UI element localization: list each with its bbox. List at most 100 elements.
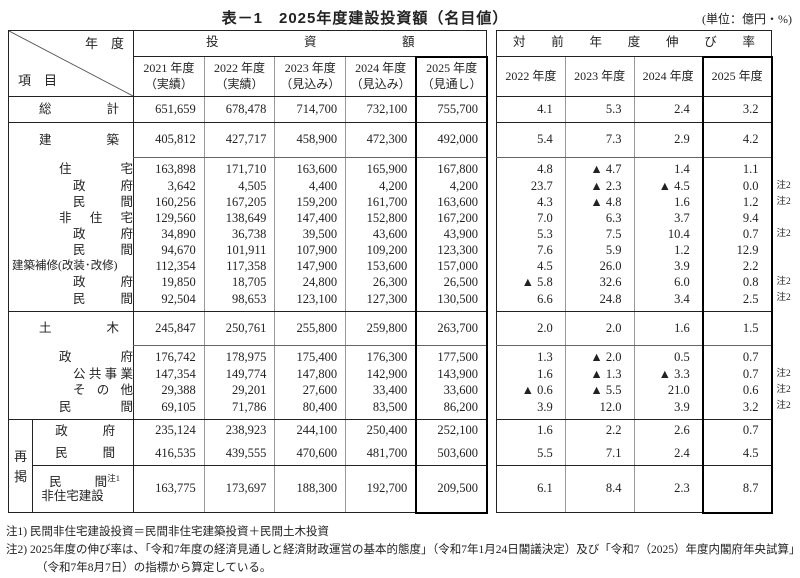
investment-cell: 173,697: [203, 465, 275, 513]
growth-cell: ▲ 0.6: [495, 382, 566, 399]
growth-cell: 1.6: [495, 419, 566, 443]
investment-table: 年 度 項 目 投資額 2021 年度 （実績） 2022 年度 （実績）: [7, 30, 488, 514]
note-marker: 注2: [776, 277, 791, 288]
note-marker: [772, 312, 800, 346]
growth-cell: ▲ 4.8: [564, 194, 634, 211]
growth-table: 対前年度伸び率 2022 年度 2023 年度 2024 年度 2025 年度 …: [495, 30, 800, 514]
growth-cell: 4.2: [701, 122, 773, 158]
growth-cell: 1.2: [701, 194, 773, 211]
row-label-text: 民間: [59, 399, 133, 414]
growth-cell: 5.3: [495, 226, 566, 243]
table-row: 4.3 ▲ 4.8 1.6 1.2 注2: [495, 194, 799, 211]
table-row: 建築 405,812 427,717 458,900 472,300 492,000: [8, 122, 488, 158]
investment-cell: 127,300: [345, 290, 417, 312]
growth-cell: 2.5: [701, 290, 773, 312]
investment-cell: 26,300: [345, 274, 417, 291]
investment-cell: 714,700: [274, 96, 346, 123]
row-label-text: 政府: [59, 350, 133, 365]
table-row: その他 29,388 29,201 27,600 33,400 33,600: [8, 382, 488, 399]
investment-cell: 130,500: [415, 290, 488, 312]
investment-cell: 163,898: [133, 157, 205, 179]
footnotes: 注1) 民間非住宅建設投資＝民間非住宅建築投資＋民間土木投資 注2) 2025年…: [6, 524, 796, 577]
investment-cell: 26,500: [415, 274, 488, 291]
investment-cell: 39,500: [274, 226, 346, 243]
year-column-header-2025: 2025 年度: [701, 55, 773, 97]
growth-cell: 5.9: [564, 242, 634, 259]
growth-cell: 3.4: [633, 290, 703, 312]
investment-cell: 416,535: [133, 442, 205, 466]
corner-header: 年 度 項 目: [8, 30, 134, 97]
growth-cell: 5.5: [495, 442, 566, 466]
growth-cell: 2.3: [633, 465, 703, 513]
investment-cell: 250,400: [345, 419, 417, 443]
row-label: 政府: [32, 419, 134, 443]
investment-cell: 43,600: [345, 226, 417, 243]
investment-span-header: 投資額: [133, 30, 488, 57]
growth-cell: 3.7: [633, 210, 703, 227]
investment-cell: 157,000: [415, 258, 488, 275]
investment-cell: 43,900: [415, 226, 488, 243]
row-label: 政府: [8, 178, 134, 195]
investment-cell: 117,358: [203, 258, 275, 275]
investment-cell: 165,900: [345, 157, 417, 179]
investment-cell: 177,500: [415, 345, 488, 367]
growth-cell: ▲ 4.5: [633, 178, 703, 195]
table-row: 5.3 7.5 10.4 0.7 注2: [495, 226, 799, 243]
row-label-text: 政府: [55, 423, 116, 438]
growth-cell: 3.2: [701, 96, 773, 123]
year-column-header: 2024 年度 （見込み）: [345, 56, 417, 97]
corner-label-item: 項 目: [18, 72, 58, 88]
growth-cell: 7.3: [564, 122, 634, 158]
investment-cell: 244,100: [274, 419, 346, 443]
regroup-char: 掲: [14, 468, 28, 484]
year-column-header: 2024 年度: [633, 56, 703, 97]
table-row: 5.5 7.1 2.4 4.5: [495, 442, 799, 466]
row-label-text: 公共事業: [73, 366, 133, 381]
growth-cell: 1.2: [633, 242, 703, 259]
growth-cell: 1.6: [633, 311, 703, 346]
corner-label-year: 年 度: [84, 36, 124, 51]
row-label: 非住宅: [8, 210, 134, 227]
investment-cell: 405,812: [133, 122, 205, 158]
year-column-header-2025: 2025 年度 （見通し）: [415, 55, 488, 97]
table-row: 23.7 ▲ 2.3 ▲ 4.5 0.0 注2: [495, 178, 799, 195]
investment-cell: 107,900: [274, 242, 346, 259]
row-label-text: 民間: [55, 446, 116, 461]
row-label: 民間注1 非住宅建設: [32, 465, 134, 513]
row-label: 政府: [8, 345, 134, 367]
investment-cell: 147,354: [133, 366, 205, 383]
row-label: 政府: [8, 274, 134, 291]
investment-cell: 147,800: [274, 366, 346, 383]
investment-cell: 178,975: [203, 345, 275, 367]
table-row: 2.0 2.0 1.6 1.5: [495, 311, 800, 346]
investment-cell: 458,900: [274, 122, 346, 158]
table-row: 4.8 ▲ 4.7 1.4 1.1: [495, 157, 799, 179]
row-label: 住宅: [8, 157, 134, 179]
row-label-text: 民間: [73, 291, 133, 306]
growth-cell: 4.8: [495, 157, 566, 179]
row-label: 政府: [8, 226, 134, 243]
growth-cell: 0.0: [701, 178, 773, 195]
row-label-text: 民間: [73, 194, 133, 209]
note-marker: [772, 211, 800, 227]
row-label: 土木: [8, 311, 134, 346]
investment-cell: 192,700: [345, 465, 417, 513]
investment-cell: 163,600: [274, 157, 346, 179]
row-label: その他: [8, 382, 134, 399]
growth-cell: 5.4: [495, 122, 566, 158]
investment-cell: 481,700: [345, 442, 417, 466]
investment-cell: 29,388: [133, 382, 205, 399]
growth-cell: 2.4: [633, 96, 703, 123]
table-row: 1.6 2.2 2.6 0.7: [495, 419, 799, 443]
investment-cell: 252,100: [415, 419, 488, 443]
table-row: 政府 19,850 18,705 24,800 26,300 26,500: [8, 274, 488, 291]
investment-cell: 94,670: [133, 242, 205, 259]
note-marker: 注2: [776, 292, 791, 303]
investment-cell: 503,600: [415, 442, 488, 466]
investment-cell: 33,600: [415, 382, 488, 399]
investment-cell: 209,500: [415, 465, 488, 514]
row-label-text: 建築補修(改装･改修): [12, 260, 118, 273]
investment-cell: 101,911: [203, 242, 275, 259]
growth-cell: 1.5: [701, 311, 773, 346]
